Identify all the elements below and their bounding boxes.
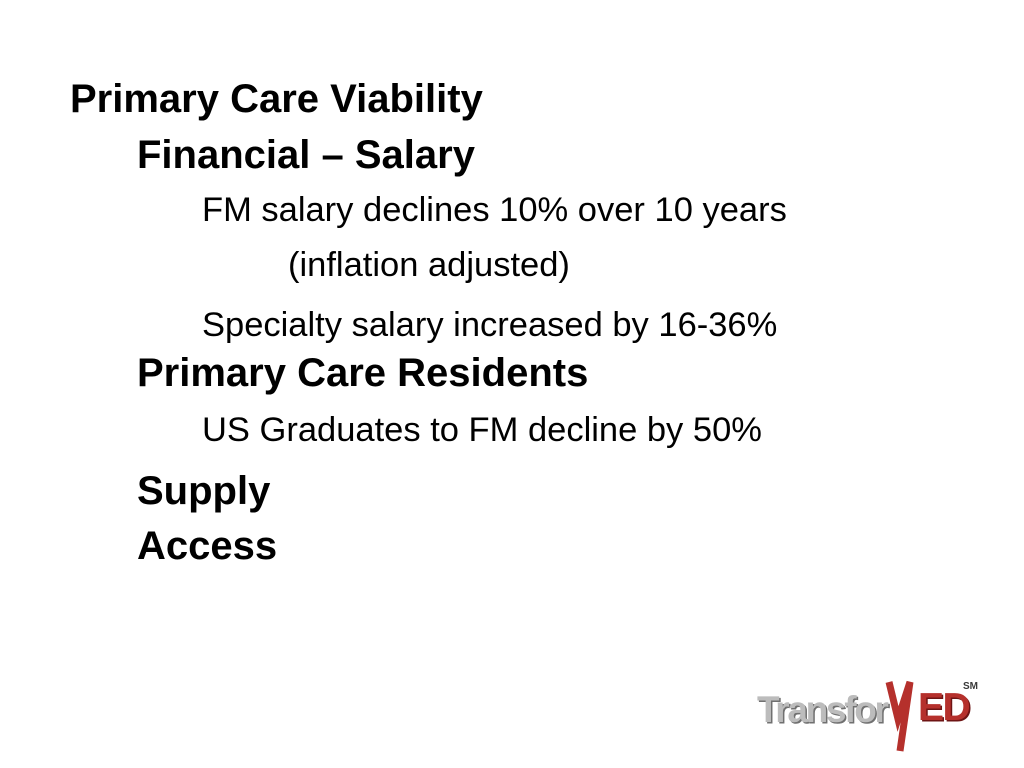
svg-text:Transfor: Transfor <box>757 689 889 730</box>
svg-text:SM: SM <box>963 681 978 692</box>
svg-text:ED: ED <box>918 686 970 729</box>
